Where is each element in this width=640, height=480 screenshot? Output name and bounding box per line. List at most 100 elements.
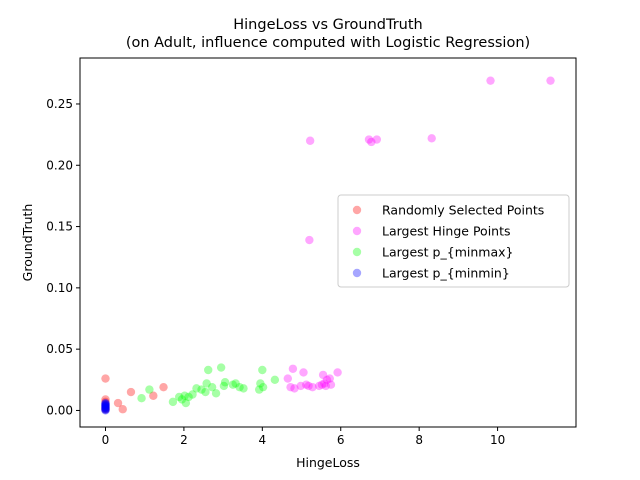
x-tick-label: 6 <box>337 433 345 447</box>
chart-title-line-1: HingeLoss vs GroundTruth <box>233 17 423 33</box>
data-point <box>308 382 317 392</box>
data-point <box>175 392 184 402</box>
data-point <box>101 401 110 410</box>
data-point <box>101 395 110 404</box>
x-tick-label: 4 <box>259 433 267 447</box>
x-tick-label: 0 <box>102 433 110 447</box>
legend-label: Largest p_{minmax} <box>382 245 513 260</box>
data-point <box>302 380 311 389</box>
data-point <box>216 363 226 372</box>
data-point <box>181 398 191 408</box>
data-point <box>192 384 201 393</box>
data-point <box>254 385 264 394</box>
data-point <box>101 402 110 411</box>
data-point <box>290 384 299 393</box>
y-axis-label: GroundTruth <box>20 204 35 282</box>
data-point <box>235 382 244 392</box>
data-point <box>207 382 217 392</box>
data-point <box>101 374 110 383</box>
legend-marker <box>352 205 362 215</box>
chart-title-line-2: (on Adult, influence computed with Logis… <box>125 35 531 51</box>
data-point <box>101 405 110 415</box>
data-point <box>367 137 376 147</box>
data-point <box>184 392 193 402</box>
legend-label: Largest p_{minmin} <box>382 266 510 281</box>
data-point <box>286 382 295 392</box>
data-point <box>101 403 110 412</box>
data-point <box>204 365 213 375</box>
data-point <box>101 403 110 413</box>
data-point <box>288 364 298 373</box>
data-point <box>333 368 342 377</box>
plot-frame <box>79 57 577 428</box>
legend-marker <box>352 268 362 278</box>
data-point <box>299 368 308 377</box>
data-point <box>283 374 293 383</box>
x-tick-label: 10 <box>490 433 505 447</box>
data-point <box>220 378 230 387</box>
data-point <box>197 385 206 394</box>
data-point <box>101 397 110 407</box>
data-point <box>258 365 267 375</box>
data-point <box>270 375 280 384</box>
data-point <box>320 379 329 388</box>
data-point <box>322 375 332 384</box>
data-point <box>177 395 187 404</box>
data-point <box>101 398 110 408</box>
data-point <box>101 400 110 410</box>
x-tick-label: 2 <box>180 433 188 447</box>
data-point <box>113 398 123 408</box>
y-tick-label: 0.20 <box>46 158 73 172</box>
y-tick-label: 0.25 <box>46 97 73 111</box>
legend-label: Randomly Selected Points <box>382 203 544 218</box>
data-point <box>546 76 555 85</box>
y-tick-label: 0.10 <box>46 281 73 295</box>
data-point <box>188 390 197 399</box>
data-point <box>118 405 127 414</box>
data-point <box>201 387 210 397</box>
data-point <box>325 374 334 383</box>
y-tick-label: 0.05 <box>46 342 73 356</box>
data-point <box>180 391 189 400</box>
data-point <box>101 404 110 413</box>
x-tick-label: 8 <box>415 433 423 447</box>
data-point <box>219 381 229 391</box>
data-point <box>101 406 110 415</box>
data-point <box>239 384 248 393</box>
y-tick-label: 0.15 <box>46 220 73 234</box>
data-point <box>149 391 158 400</box>
data-point <box>202 379 211 388</box>
data-point <box>168 397 178 407</box>
data-point <box>314 381 324 391</box>
data-point <box>305 235 314 245</box>
data-point <box>145 385 154 394</box>
legend-label: Largest Hinge Points <box>382 224 511 239</box>
data-point <box>317 380 327 389</box>
data-point <box>486 76 495 85</box>
data-point <box>321 381 331 391</box>
data-point <box>427 134 436 143</box>
data-point <box>211 389 221 398</box>
data-point <box>101 405 110 414</box>
data-point <box>101 399 110 408</box>
data-point <box>101 405 110 414</box>
data-point <box>231 379 240 388</box>
data-point <box>101 401 110 411</box>
x-axis-label: HingeLoss <box>296 455 360 470</box>
data-point <box>258 382 268 392</box>
legend-marker <box>352 226 362 236</box>
data-point <box>305 136 315 145</box>
data-point <box>159 382 168 392</box>
data-point <box>101 401 110 410</box>
data-point <box>318 370 328 380</box>
data-point <box>228 380 238 389</box>
data-point <box>126 387 136 397</box>
legend-marker <box>352 247 362 257</box>
data-point <box>372 135 382 144</box>
data-point <box>326 380 336 389</box>
data-point <box>101 400 110 409</box>
data-point <box>101 403 110 413</box>
data-point <box>364 135 374 144</box>
data-point <box>256 379 265 388</box>
